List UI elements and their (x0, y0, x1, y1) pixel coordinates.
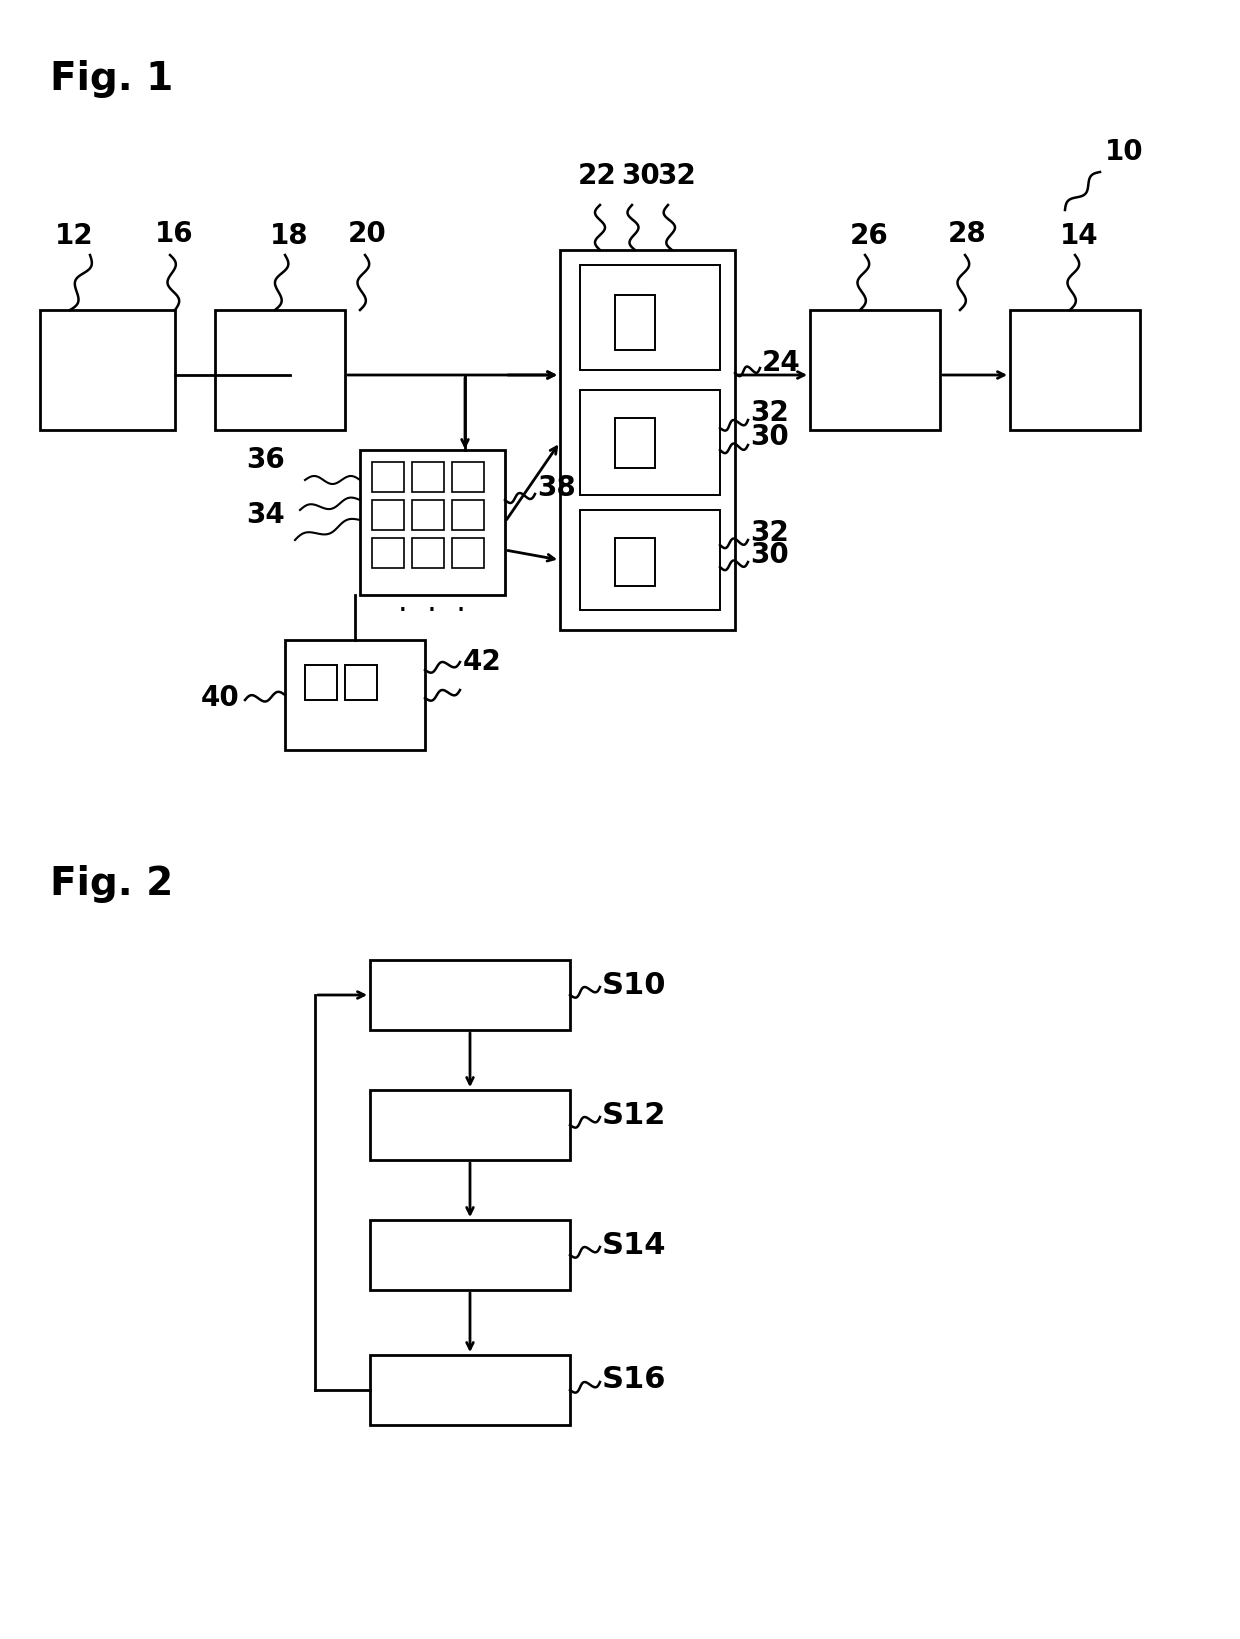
Bar (580, 266, 720, 370)
Text: 30: 30 (750, 541, 789, 569)
Text: 28: 28 (949, 220, 987, 247)
Bar (560, 251, 735, 629)
Bar (285, 639, 425, 751)
Text: Fig. 2: Fig. 2 (50, 865, 174, 903)
Text: S16: S16 (601, 1365, 667, 1395)
Text: 22: 22 (578, 162, 616, 190)
Text: 30: 30 (750, 423, 789, 451)
Bar (1011, 310, 1140, 429)
Text: 12: 12 (55, 221, 94, 251)
Bar (215, 310, 345, 429)
Bar (615, 538, 655, 587)
Text: 18: 18 (270, 221, 309, 251)
Text: 14: 14 (1060, 221, 1099, 251)
Bar (453, 462, 484, 492)
Bar (370, 1219, 570, 1290)
Bar (360, 451, 505, 595)
Text: 32: 32 (657, 162, 696, 190)
Text: 20: 20 (348, 220, 387, 247)
Bar (615, 418, 655, 469)
Bar (370, 960, 570, 1029)
Text: 38: 38 (537, 474, 575, 502)
Text: S14: S14 (601, 1231, 667, 1259)
Bar (412, 462, 444, 492)
Text: ·  ·  ·: · · · (398, 598, 466, 626)
Text: Fig. 1: Fig. 1 (50, 61, 174, 98)
Text: 32: 32 (750, 520, 789, 547)
Text: 30: 30 (621, 162, 660, 190)
Bar (372, 462, 404, 492)
Text: 34: 34 (247, 502, 285, 529)
Text: 10: 10 (1105, 138, 1143, 166)
Bar (370, 1355, 570, 1424)
Bar (615, 295, 655, 351)
Bar (810, 310, 940, 429)
Bar (412, 500, 444, 529)
Bar (453, 500, 484, 529)
Bar (305, 665, 337, 700)
Bar (372, 538, 404, 569)
Bar (345, 665, 377, 700)
Bar (580, 510, 720, 610)
Text: 24: 24 (763, 349, 801, 377)
Text: S12: S12 (601, 1100, 666, 1129)
Bar (412, 538, 444, 569)
Text: 16: 16 (155, 220, 193, 247)
Text: 36: 36 (247, 446, 285, 474)
Text: 26: 26 (849, 221, 889, 251)
Bar (453, 538, 484, 569)
Bar (370, 1090, 570, 1160)
Text: 32: 32 (750, 398, 789, 428)
Text: S10: S10 (601, 970, 667, 1000)
Bar (40, 310, 175, 429)
Text: 42: 42 (463, 647, 502, 675)
Bar (580, 390, 720, 495)
Text: 40: 40 (201, 683, 241, 711)
Bar (372, 500, 404, 529)
